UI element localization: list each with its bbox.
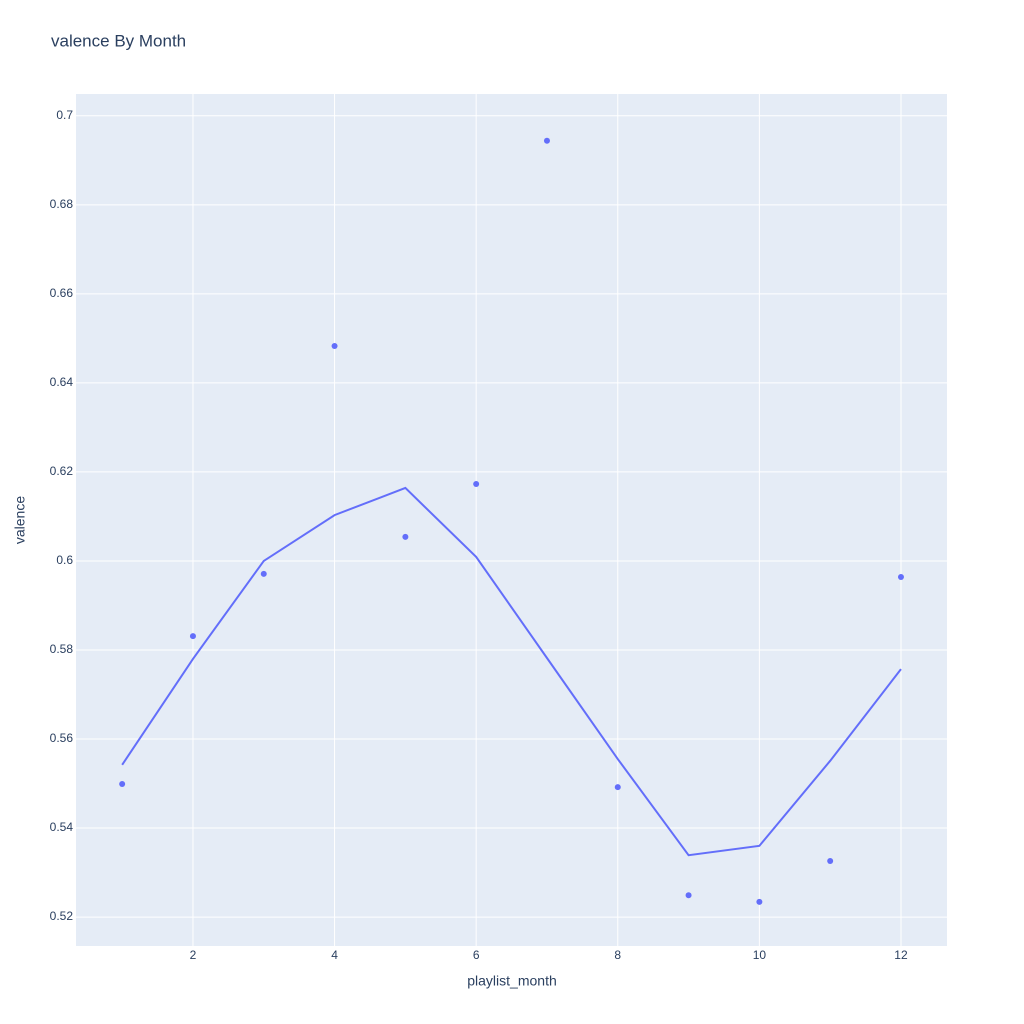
point [402,533,409,540]
chart-title: valence By Month [51,31,186,50]
y-tick-label: 0.54 [50,820,74,834]
y-tick-label: 0.56 [50,731,74,745]
y-axis-title: valence [12,496,28,544]
x-tick-label: 2 [190,948,197,962]
y-tick-label: 0.66 [50,286,74,300]
y-tick-label: 0.58 [50,642,74,656]
point [827,857,834,864]
x-tick-label: 4 [331,948,338,962]
x-tick-label: 10 [753,948,767,962]
y-tick-label: 0.6 [56,553,73,567]
y-tick-label: 0.7 [56,108,73,122]
point [685,892,692,899]
plot-area [76,94,947,946]
x-tick-label: 6 [473,948,480,962]
x-tick-label: 12 [894,948,908,962]
x-tick-label: 8 [614,948,621,962]
point [543,137,550,144]
y-tick-label: 0.62 [50,464,74,478]
point [119,780,126,787]
point [189,633,196,640]
point [614,784,621,791]
y-tick-label: 0.68 [50,197,74,211]
y-tick-label: 0.64 [50,375,74,389]
x-axis-title: playlist_month [467,973,557,989]
trend-line [121,486,902,857]
point [260,570,267,577]
point [331,342,338,349]
point [897,573,904,580]
point [473,480,480,487]
point [756,898,763,905]
y-tick-label: 0.52 [50,909,74,923]
